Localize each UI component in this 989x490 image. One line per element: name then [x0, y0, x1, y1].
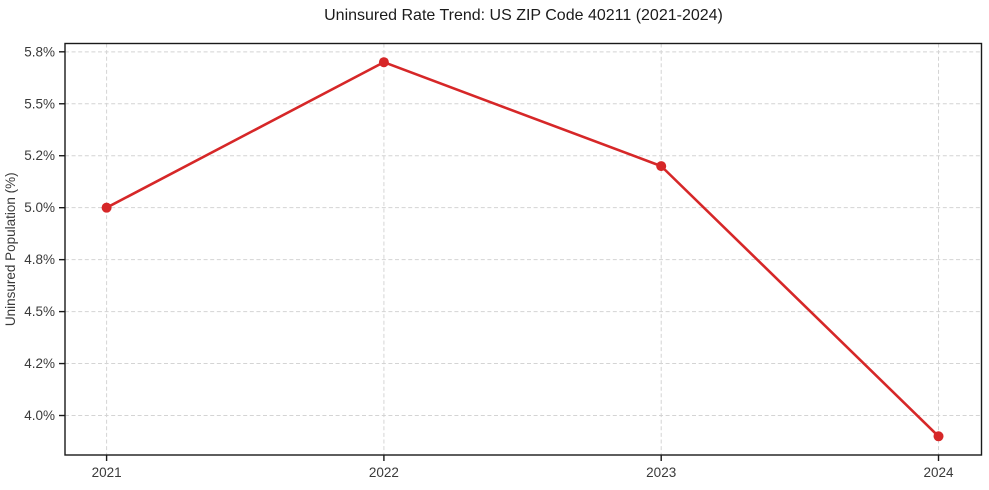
x-tick-label: 2024	[923, 465, 954, 480]
data-point-marker	[101, 202, 112, 213]
x-tick-label: 2022	[369, 465, 399, 480]
data-point-marker	[933, 431, 944, 442]
y-tick-label: 5.0%	[24, 200, 55, 215]
plot-border	[64, 42, 983, 456]
chart-title: Uninsured Rate Trend: US ZIP Code 40211 …	[324, 7, 723, 24]
x-tick-label: 2023	[646, 465, 676, 480]
y-tick-label: 5.8%	[24, 44, 55, 59]
y-tick-label: 4.2%	[24, 356, 55, 371]
x-tick-label: 2021	[92, 465, 122, 480]
y-tick-label: 5.2%	[24, 148, 55, 163]
y-tick-label: 4.5%	[24, 304, 55, 319]
trend-line	[105, 60, 940, 438]
y-tick-label: 4.0%	[24, 408, 55, 423]
y-axis-label: Uninsured Population (%)	[3, 172, 18, 326]
data-point-marker	[378, 57, 389, 68]
y-tick-label: 4.8%	[24, 252, 55, 267]
data-point-marker	[656, 161, 667, 172]
y-tick-label: 5.5%	[24, 96, 55, 111]
